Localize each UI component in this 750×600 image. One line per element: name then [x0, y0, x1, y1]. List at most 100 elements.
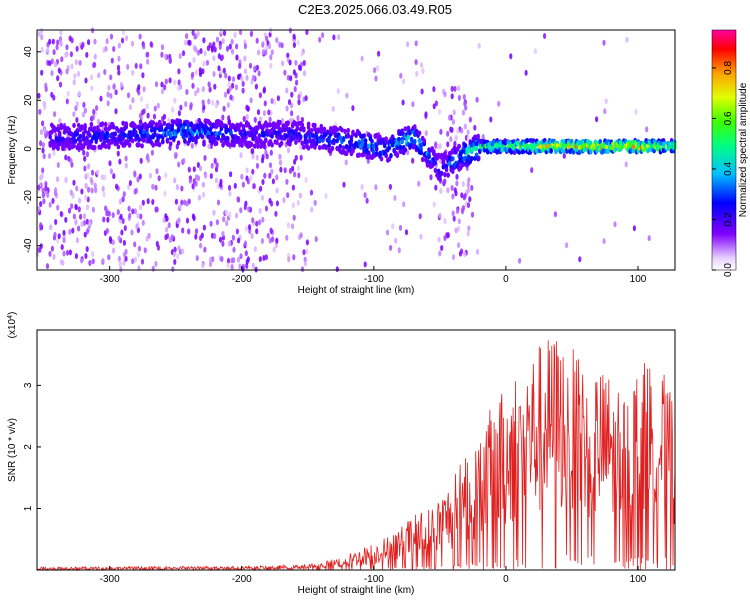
spectrogram-noise-cell — [222, 30, 227, 36]
spectrogram-noise-cell — [180, 199, 184, 206]
spectrogram-noise-cell — [128, 212, 132, 219]
spectrogram-band-cell — [279, 140, 284, 146]
spectrogram-noise-cell — [345, 92, 349, 99]
spectrogram-noise-cell — [107, 210, 111, 217]
spectrogram-noise-cell — [219, 181, 223, 188]
spectrogram-noise-cell — [194, 174, 199, 181]
spectrogram-noise-cell — [304, 176, 308, 183]
spectrogram-noise-cell — [245, 74, 249, 81]
spectrogram-noise-cell — [207, 98, 211, 105]
spectrogram-noise-cell — [41, 147, 45, 154]
spectrogram-noise-cell — [406, 41, 410, 48]
spectrogram-noise-cell — [128, 104, 132, 111]
x-tick-label: -100 — [364, 274, 384, 285]
spectrogram-noise-cell — [142, 108, 146, 115]
spectrogram-noise-cell — [245, 114, 249, 120]
spectrogram-noise-cell — [207, 143, 211, 150]
snr-panel: -300 -200 -100 0 100 1 2 3 Height of straight … — [7, 312, 676, 596]
spectrogram-noise-cell — [56, 75, 60, 82]
spectrogram-band-cell — [252, 143, 257, 149]
spectrogram-noise-cell — [51, 197, 55, 204]
spectrogram-noise-cell — [463, 251, 467, 258]
spectrogram-noise-cell — [137, 84, 141, 91]
spectrogram-noise-cell — [253, 65, 257, 72]
spectrogram-noise-cell — [497, 100, 501, 107]
spectrogram-noise-cell — [213, 46, 217, 53]
spectrogram-noise-cell — [213, 233, 217, 239]
spectrogram-noise-cell — [224, 72, 228, 79]
spectrogram-noise-cell — [64, 154, 68, 161]
spectrogram-noise-cell — [302, 249, 306, 256]
spectrogram-noise-cell — [200, 232, 204, 239]
spectrogram-band-cell — [292, 135, 297, 141]
spectrogram-noise-cell — [192, 56, 196, 63]
spectrogram-band-cell — [116, 128, 121, 134]
spectrogram-noise-cell — [94, 187, 98, 194]
spectrogram-noise-cell — [215, 36, 220, 43]
spectrogram-noise-cell — [173, 246, 177, 253]
spectrogram-noise-cell — [259, 116, 263, 123]
spectrogram-band-cell — [463, 143, 468, 149]
spectrogram-band-cell — [400, 139, 404, 145]
spectrogram-noise-cell — [37, 184, 41, 191]
spectrogram-noise-cell — [446, 130, 450, 137]
spectrogram-noise-cell — [116, 64, 121, 71]
spectrogram-noise-cell — [52, 49, 56, 56]
spectrogram-noise-cell — [397, 247, 401, 254]
spectrogram-noise-cell — [176, 218, 180, 225]
spectrogram-noise-cell — [227, 81, 231, 88]
spectrogram-noise-cell — [85, 218, 89, 225]
spectrogram-band-cell — [230, 138, 235, 144]
spectrogram-noise-cell — [264, 205, 269, 212]
spectrogram-noise-cell — [194, 180, 198, 187]
spectrogram-band-cell — [75, 130, 79, 136]
spectrogram-noise-cell — [509, 53, 513, 60]
spectrogram-band-cell — [346, 133, 351, 139]
spectrogram-band-cell — [78, 138, 83, 144]
spectrogram-noise-cell — [136, 212, 140, 219]
spectrogram-noise-cell — [181, 50, 186, 57]
spectrogram-noise-cell — [438, 250, 442, 257]
spectrogram-band-cell — [302, 144, 306, 150]
spectrogram-noise-cell — [140, 258, 145, 265]
spectrogram-noise-cell — [97, 72, 101, 79]
spectrogram-noise-cell — [234, 84, 239, 91]
spectrogram-noise-cell — [553, 211, 558, 218]
spectrogram-noise-cell — [160, 88, 165, 95]
spectrogram-noise-cell — [76, 70, 81, 77]
spectrogram-noise-cell — [463, 192, 467, 199]
spectrogram-noise-cell — [173, 97, 177, 104]
spectrogram-band-cell — [176, 140, 181, 146]
spectrogram-noise-cell — [450, 85, 454, 92]
spectrogram-noise-cell — [240, 173, 244, 180]
spectrogram-noise-cell — [221, 231, 225, 237]
spectrogram-band-cell — [317, 145, 322, 151]
spectrogram-noise-cell — [42, 153, 46, 160]
spectrogram-band-cell — [287, 141, 292, 147]
spectrogram-noise-cell — [227, 240, 232, 247]
spectrogram-noise-cell — [47, 153, 52, 159]
spectrogram-noise-cell — [603, 108, 607, 115]
spectrogram-noise-cell — [398, 224, 403, 231]
spectrogram-noise-cell — [251, 262, 255, 269]
spectrogram-noise-cell — [302, 60, 306, 66]
spectrogram-band-cell — [254, 136, 259, 142]
spectrogram-band-cell — [92, 125, 97, 131]
spectrogram-band-cell — [202, 139, 206, 145]
spectrogram-noise-cell — [183, 39, 187, 46]
spectrogram-noise-cell — [72, 179, 76, 186]
spectrogram-noise-cell — [160, 44, 165, 51]
spectrogram-noise-cell — [55, 44, 59, 51]
spectrogram-noise-cell — [439, 188, 443, 194]
spectrogram-noise-cell — [456, 128, 460, 134]
spectrogram-noise-cell — [256, 109, 261, 116]
spectrogram-noise-cell — [251, 148, 255, 155]
spectrogram-band-cell — [275, 139, 279, 145]
spectrogram-noise-cell — [215, 219, 219, 226]
spectrogram-noise-cell — [137, 245, 141, 252]
spectrogram-noise-cell — [221, 114, 225, 121]
spectrogram-noise-cell — [450, 93, 454, 100]
spectrogram-band-cell — [159, 125, 163, 131]
spectrogram-noise-cell — [446, 232, 450, 239]
spectrogram-noise-cell — [131, 258, 135, 265]
